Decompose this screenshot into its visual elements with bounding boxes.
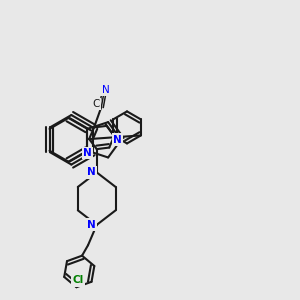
Text: Cl: Cl bbox=[73, 275, 84, 285]
Text: C: C bbox=[92, 99, 100, 109]
Text: N: N bbox=[87, 220, 96, 230]
Text: N: N bbox=[113, 135, 122, 145]
Text: N: N bbox=[83, 148, 92, 158]
Text: N: N bbox=[87, 167, 96, 177]
Text: N: N bbox=[102, 85, 110, 94]
